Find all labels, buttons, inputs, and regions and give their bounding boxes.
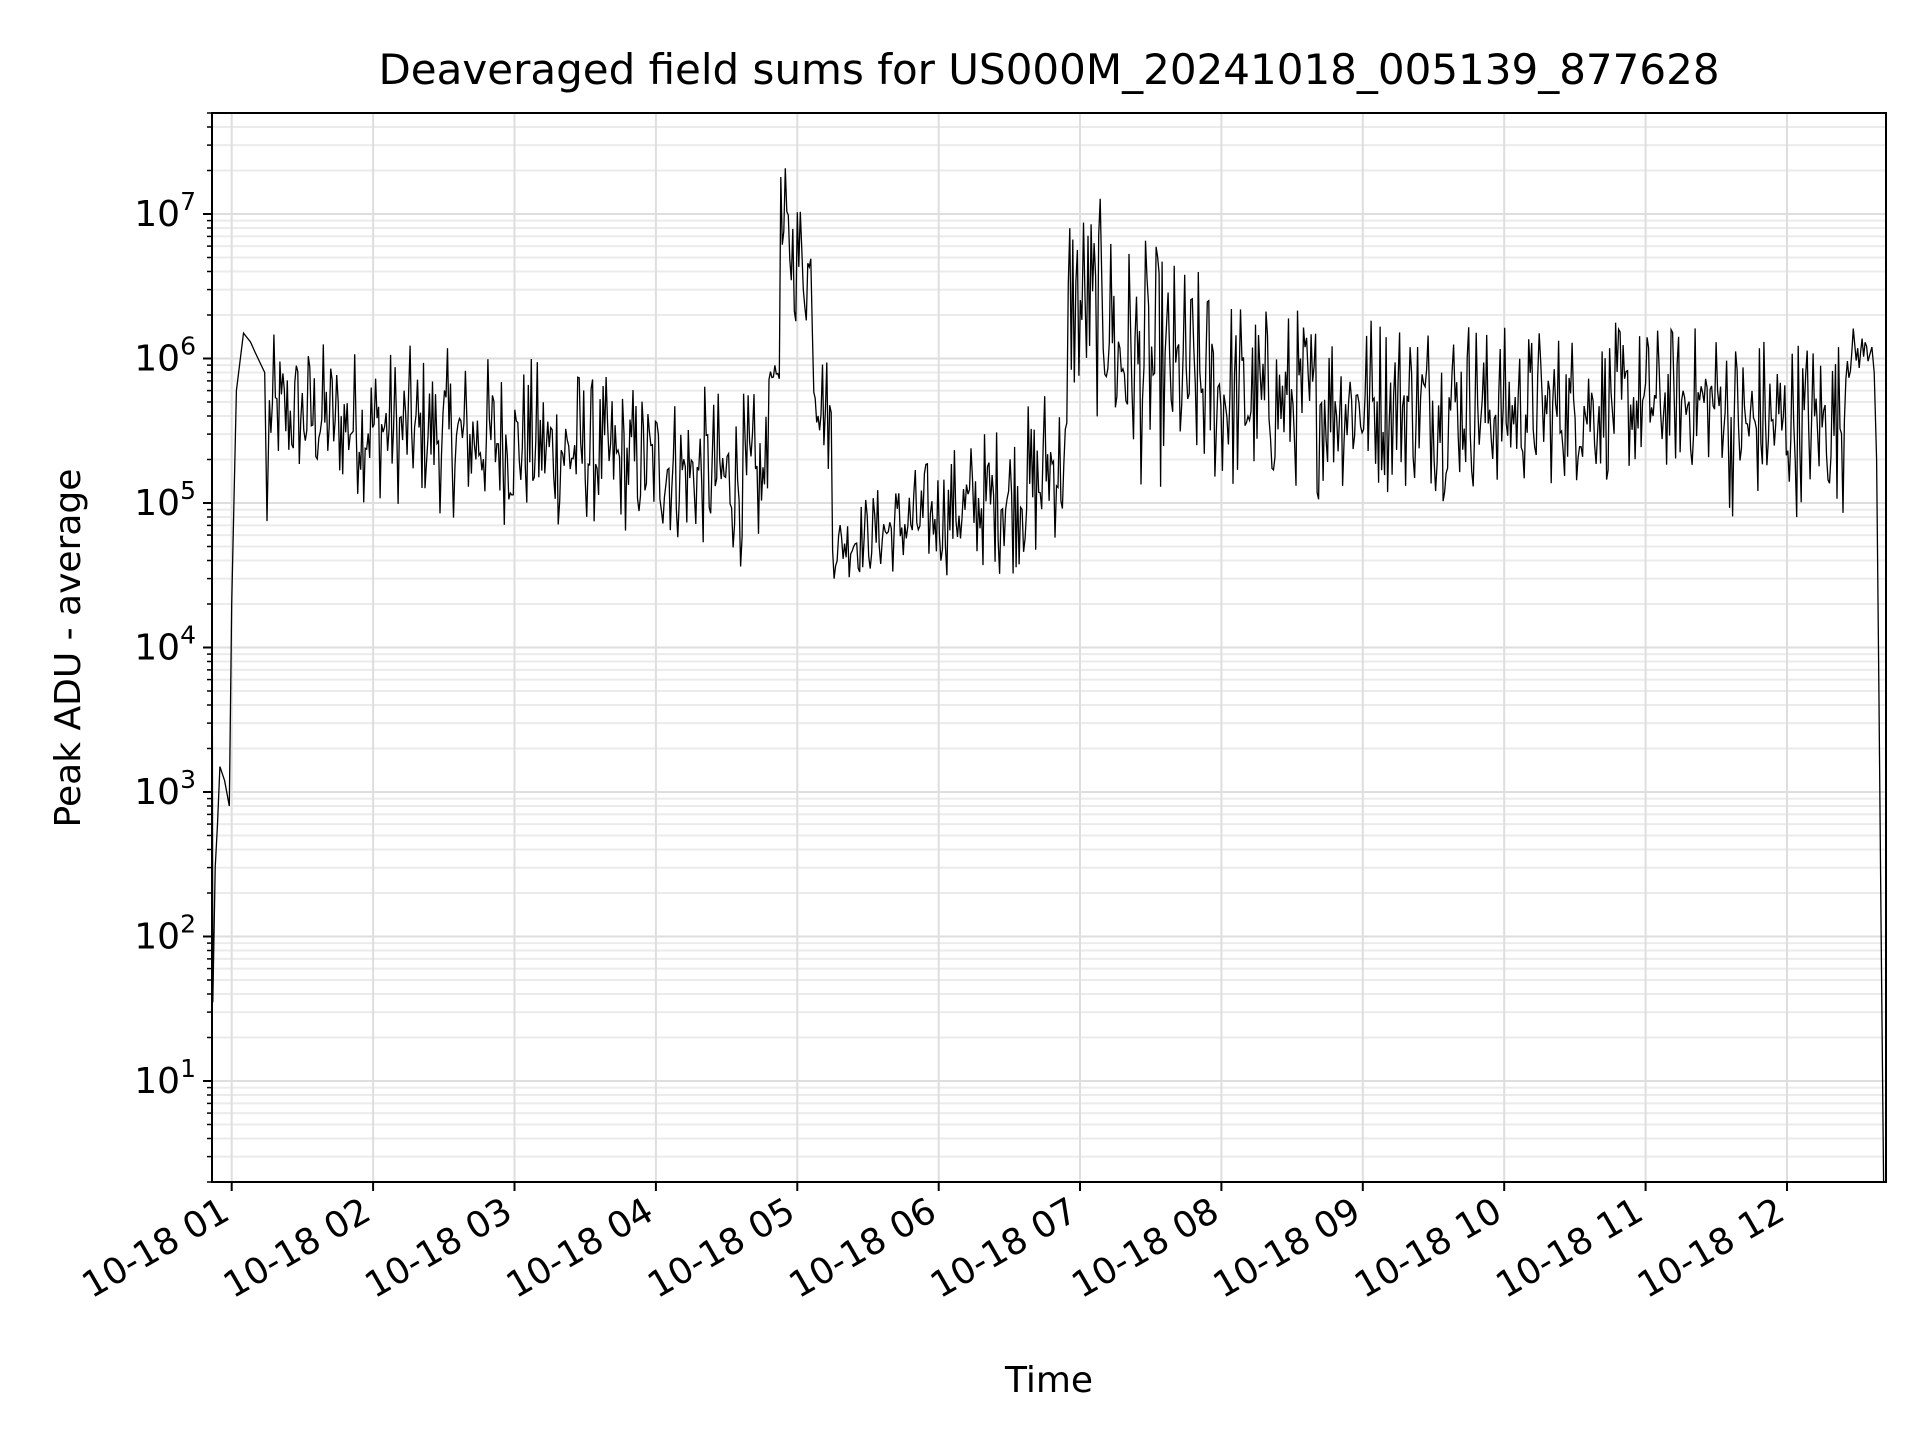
x-tick-label: 10-18 01 [76, 1190, 237, 1306]
x-axis-label: Time [1004, 1360, 1093, 1401]
x-tick-label: 10-18 02 [217, 1190, 378, 1306]
y-tick-label: 107 [134, 187, 196, 235]
y-tick-label: 102 [134, 910, 196, 958]
gridlines [212, 112, 1886, 1183]
x-tick-label: 10-18 12 [1631, 1190, 1792, 1306]
x-tick-label: 10-18 07 [924, 1190, 1085, 1306]
x-tick-label: 10-18 08 [1065, 1190, 1226, 1306]
y-tick-label: 103 [134, 765, 196, 813]
x-tick-label: 10-18 09 [1207, 1190, 1368, 1306]
y-axis: 101 102 103 104 105 106 107 [134, 112, 212, 1183]
series-group [211, 168, 1885, 1183]
x-tick-label: 10-18 03 [358, 1190, 519, 1306]
x-tick-label: 10-18 11 [1489, 1190, 1650, 1306]
series-line [211, 168, 1885, 1183]
y-axis-label: Peak ADU - average [48, 469, 89, 828]
y-tick-label: 105 [134, 476, 196, 524]
y-tick-label: 101 [134, 1054, 196, 1102]
x-tick-label: 10-18 10 [1348, 1190, 1509, 1306]
x-tick-label: 10-18 05 [641, 1190, 802, 1306]
chart-title: Deaveraged field sums for US000M_2024101… [378, 45, 1719, 94]
x-tick-label: 10-18 06 [783, 1190, 944, 1306]
y-tick-label: 104 [134, 621, 196, 669]
x-tick-label: 10-18 04 [500, 1190, 661, 1306]
y-tick-label: 106 [134, 332, 196, 380]
